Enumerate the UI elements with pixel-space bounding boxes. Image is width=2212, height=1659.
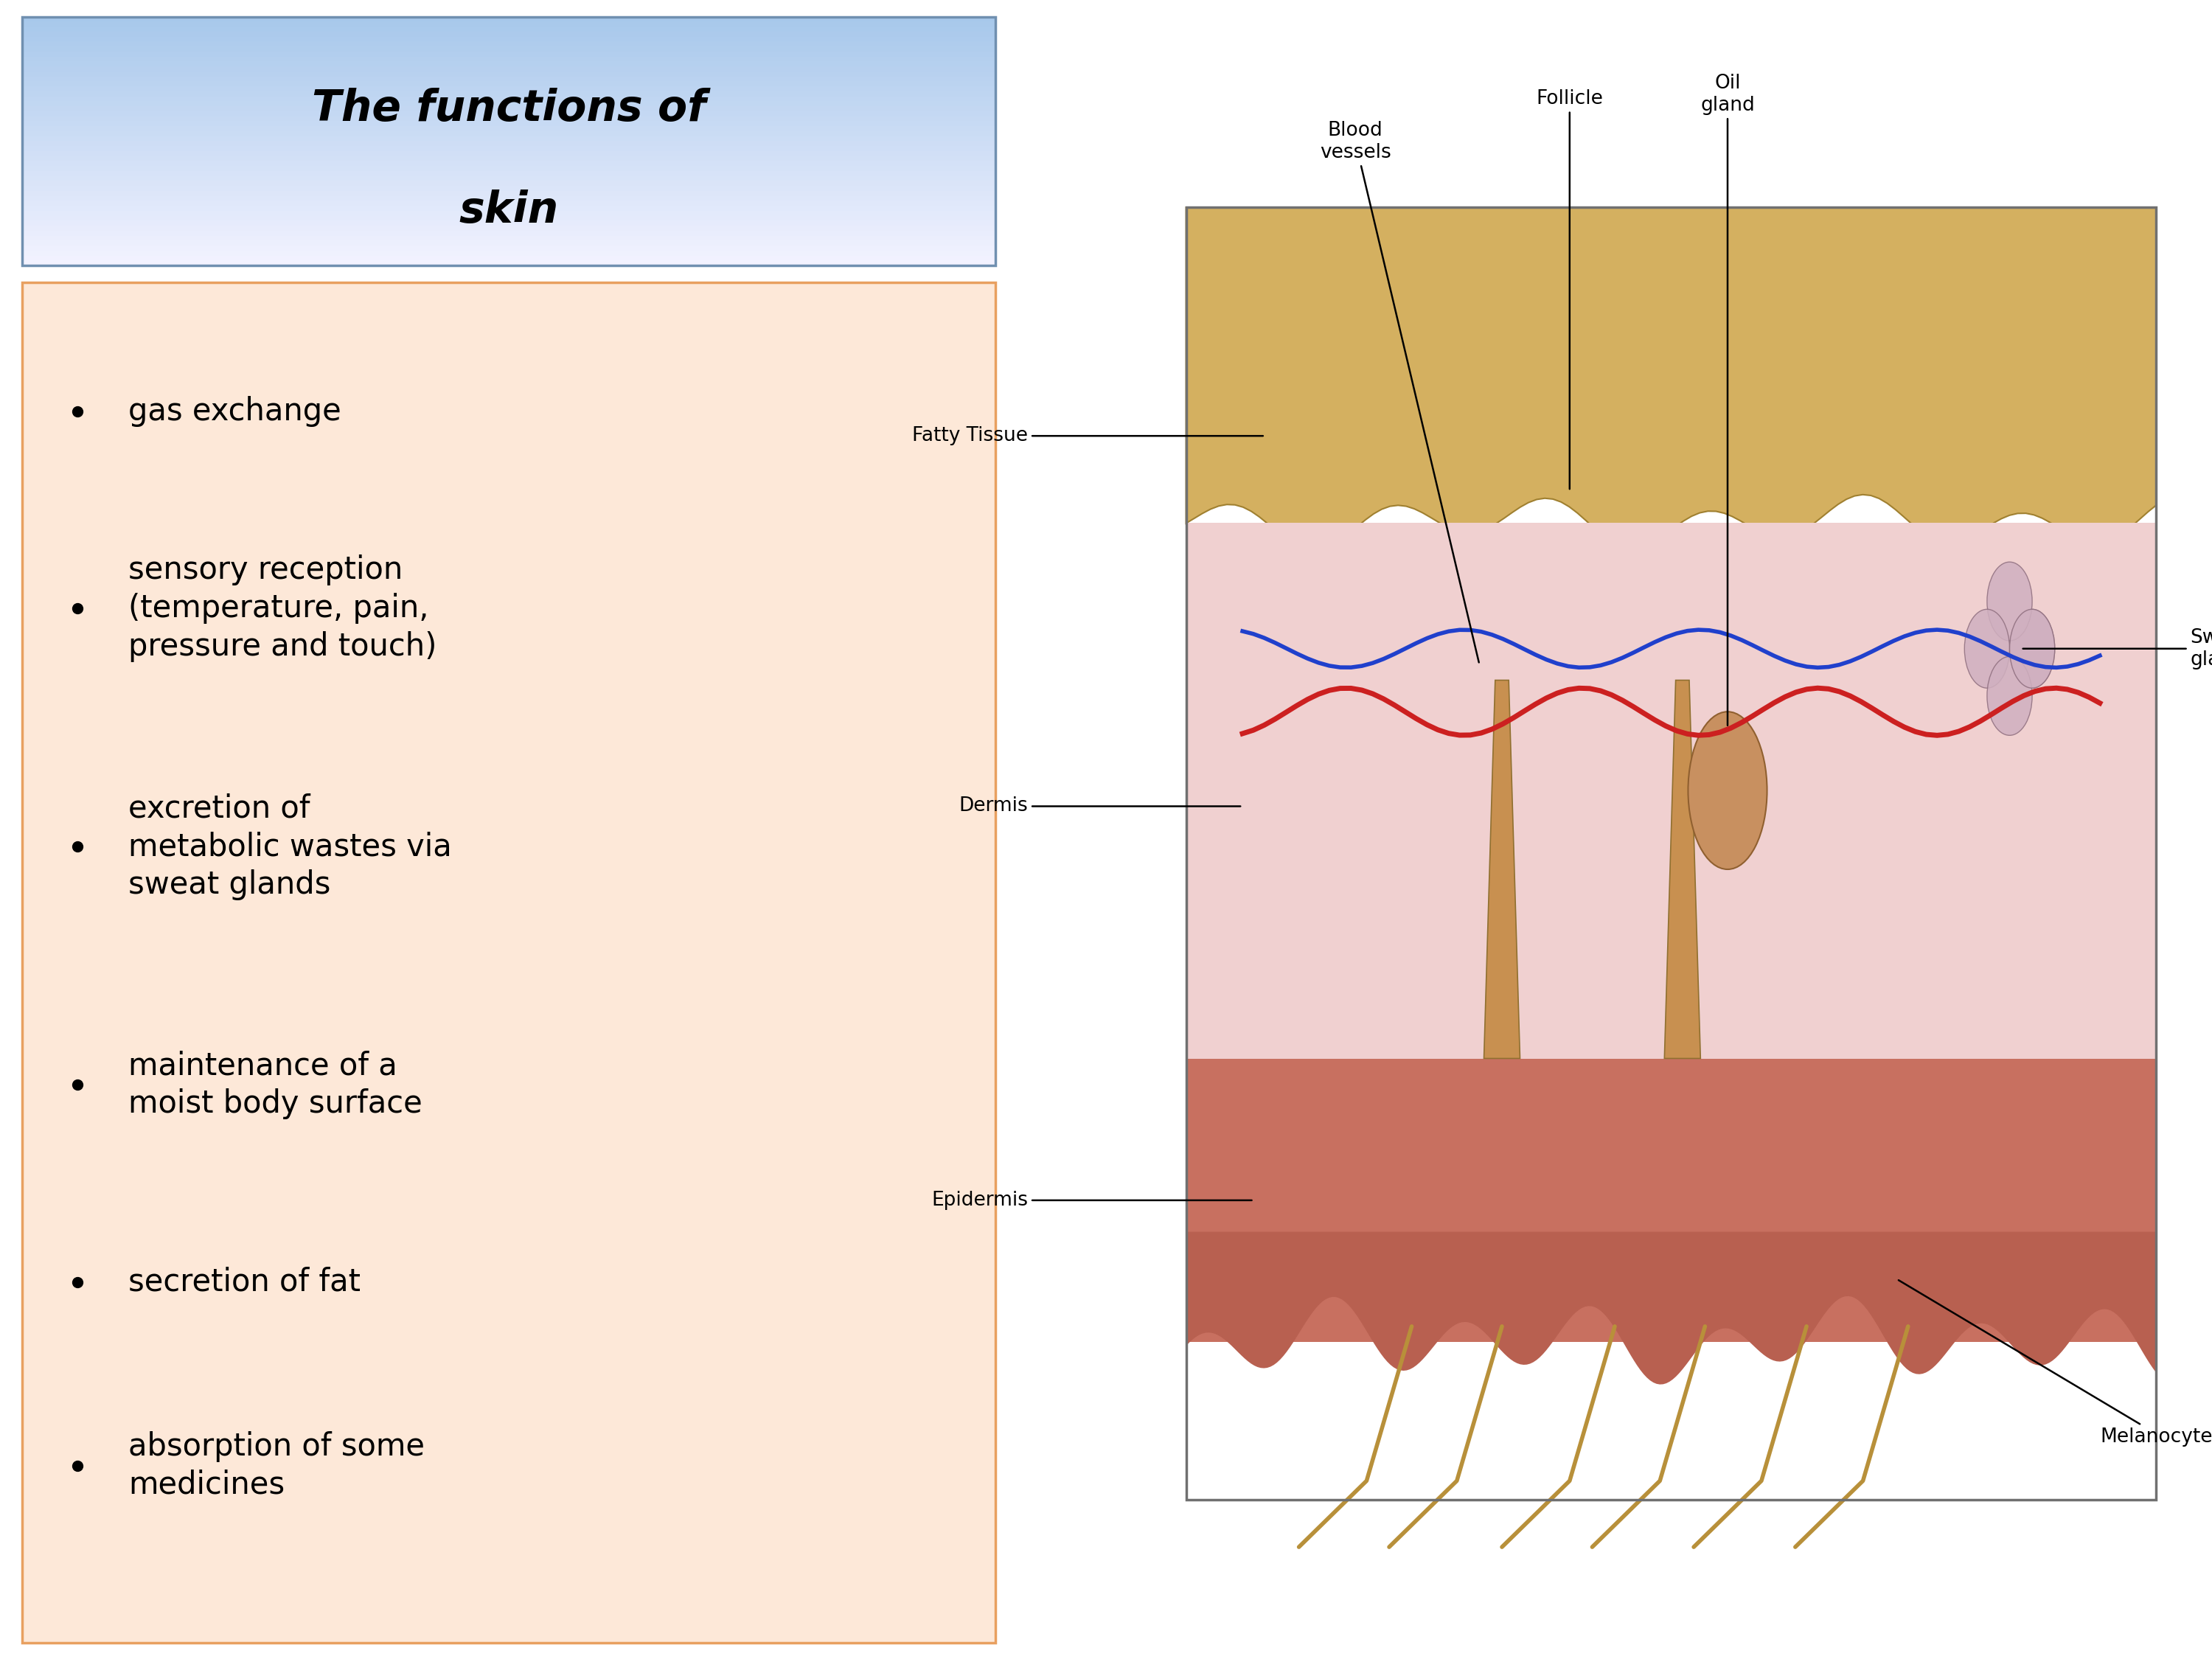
Text: sensory reception
(temperature, pain,
pressure and touch): sensory reception (temperature, pain, pr… [128, 554, 436, 662]
Ellipse shape [1688, 712, 1767, 869]
Bar [22, 191, 995, 196]
Bar [22, 116, 995, 121]
Polygon shape [1186, 1231, 2157, 1384]
Ellipse shape [2008, 609, 2055, 688]
Bar [22, 36, 995, 41]
Bar [22, 201, 995, 206]
Bar [22, 131, 995, 136]
Text: Sweat
gland: Sweat gland [2024, 629, 2212, 669]
Bar [22, 51, 995, 56]
Text: The functions of: The functions of [312, 88, 706, 129]
Text: gas exchange: gas exchange [128, 397, 341, 426]
Bar [22, 161, 995, 166]
Bar [22, 71, 995, 76]
Text: maintenance of a
moist body surface: maintenance of a moist body surface [128, 1050, 422, 1120]
Bar [22, 241, 995, 246]
Bar [22, 236, 995, 241]
Bar [22, 226, 995, 231]
Polygon shape [1663, 680, 1701, 1058]
Bar [22, 17, 995, 22]
Text: secretion of fat: secretion of fat [128, 1266, 361, 1297]
Text: Follicle: Follicle [1535, 90, 1604, 489]
Text: absorption of some
medicines: absorption of some medicines [128, 1432, 425, 1500]
Text: Epidermis: Epidermis [931, 1191, 1252, 1209]
Bar [22, 22, 995, 27]
Bar [22, 86, 995, 91]
Bar [22, 211, 995, 216]
Bar [22, 221, 995, 226]
Bar [22, 66, 995, 71]
Bar [22, 106, 995, 111]
Text: Oil
gland: Oil gland [1701, 73, 1754, 725]
Bar [22, 27, 995, 32]
Bar [22, 141, 995, 146]
Bar [22, 246, 995, 251]
Text: Dermis: Dermis [960, 796, 1241, 816]
Polygon shape [1186, 523, 2157, 1058]
Bar [22, 56, 995, 61]
Ellipse shape [1964, 609, 2008, 688]
Ellipse shape [1986, 562, 2033, 640]
Bar [1186, 207, 2157, 1500]
Bar [22, 216, 995, 221]
Polygon shape [1186, 1058, 2157, 1342]
Bar [22, 255, 995, 260]
Text: skin: skin [458, 189, 560, 232]
Bar [22, 96, 995, 101]
Bar [22, 196, 995, 201]
Bar [22, 186, 995, 191]
Bar [22, 121, 995, 126]
Bar [1051, 50, 2179, 1626]
Polygon shape [1186, 207, 2157, 551]
Text: Fatty Tissue: Fatty Tissue [911, 426, 1263, 446]
Bar [22, 61, 995, 66]
Bar [22, 101, 995, 106]
Bar [22, 251, 995, 255]
Bar [22, 81, 995, 86]
Bar [22, 46, 995, 51]
Bar [22, 260, 995, 265]
Ellipse shape [2008, 609, 2055, 688]
Text: Blood
vessels: Blood vessels [1321, 121, 1480, 662]
Bar [22, 136, 995, 141]
Bar [22, 91, 995, 96]
Bar [22, 146, 995, 151]
Ellipse shape [1986, 657, 2033, 735]
Text: Melanocytes: Melanocytes [1898, 1281, 2212, 1447]
Bar [22, 151, 995, 156]
Text: excretion of
metabolic wastes via
sweat glands: excretion of metabolic wastes via sweat … [128, 793, 451, 901]
Bar [22, 41, 995, 46]
Polygon shape [1484, 680, 1520, 1058]
FancyBboxPatch shape [22, 282, 995, 1642]
Bar [22, 76, 995, 81]
Bar [22, 32, 995, 36]
Bar [22, 206, 995, 211]
Bar [22, 176, 995, 181]
Bar [22, 166, 995, 171]
Bar [22, 231, 995, 236]
Bar [22, 111, 995, 116]
Bar [22, 171, 995, 176]
Bar [22, 156, 995, 161]
Bar [22, 126, 995, 131]
Bar [22, 181, 995, 186]
